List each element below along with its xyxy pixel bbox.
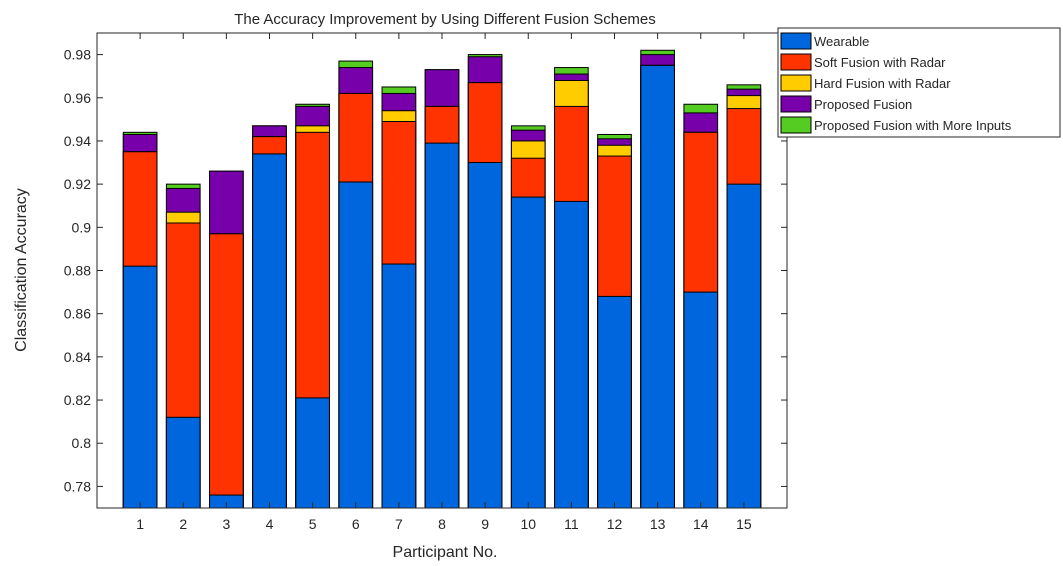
x-tick-label: 5 bbox=[309, 516, 317, 532]
bar-p4-s1 bbox=[252, 153, 287, 509]
x-tick-label: 4 bbox=[266, 516, 274, 532]
y-tick-label: 0.96 bbox=[64, 90, 91, 106]
x-tick-label: 1 bbox=[136, 516, 144, 532]
bar-p15-s1 bbox=[726, 183, 762, 509]
x-axis: 1 2 3 4 5 6 7 8 9 10 11 12 13 14 15 bbox=[136, 33, 752, 532]
legend-entry: Wearable bbox=[814, 34, 869, 49]
bar-p3-s2 bbox=[209, 233, 244, 509]
legend-entry: Proposed Fusion with More Inputs bbox=[814, 118, 1012, 133]
x-tick-label: 14 bbox=[693, 516, 709, 532]
legend-swatch bbox=[780, 53, 812, 71]
x-tick-label: 9 bbox=[481, 516, 489, 532]
bar-p13-s1 bbox=[640, 64, 675, 509]
bar-p12-s1 bbox=[597, 295, 632, 509]
bar-p14-s1 bbox=[683, 291, 719, 509]
bar-p5-s1 bbox=[295, 397, 330, 509]
bar-p11-s1 bbox=[554, 200, 589, 509]
bar-p7-s1 bbox=[381, 263, 417, 509]
bar-p1-s1 bbox=[122, 265, 158, 509]
legend-swatch bbox=[780, 32, 812, 50]
legend: Wearable Soft Fusion with Radar Hard Fusio… bbox=[777, 27, 1061, 138]
y-tick-label: 0.84 bbox=[64, 349, 91, 365]
y-tick-label: 0.78 bbox=[64, 478, 91, 494]
bar-p10-s1 bbox=[510, 196, 546, 509]
x-tick-label: 13 bbox=[650, 516, 666, 532]
chart-title: The Accuracy Improvement by Using Differ… bbox=[234, 11, 656, 28]
x-axis-label: Participant No. bbox=[393, 544, 498, 561]
legend-swatch bbox=[780, 116, 812, 134]
x-tick-label: 15 bbox=[736, 516, 752, 532]
legend-entry: Proposed Fusion bbox=[814, 97, 912, 112]
legend-swatch bbox=[780, 95, 812, 113]
y-tick-label: 0.9 bbox=[72, 219, 92, 235]
bar-p8-s1 bbox=[424, 142, 460, 509]
y-tick-label: 0.82 bbox=[64, 392, 91, 408]
bar-p2-s1 bbox=[165, 416, 201, 509]
y-tick-label: 0.98 bbox=[64, 47, 91, 63]
y-tick-label: 0.92 bbox=[64, 176, 91, 192]
y-tick-label: 0.86 bbox=[64, 306, 91, 322]
x-tick-label: 3 bbox=[222, 516, 230, 532]
x-tick-label: 7 bbox=[395, 516, 403, 532]
legend-swatch bbox=[780, 74, 812, 92]
y-tick-label: 0.94 bbox=[64, 133, 91, 149]
legend-entry: Soft Fusion with Radar bbox=[814, 55, 946, 70]
bar-p9-s1 bbox=[467, 162, 503, 509]
y-axis-label: Classification Accuracy bbox=[13, 188, 30, 352]
y-tick-label: 0.8 bbox=[72, 435, 92, 451]
x-tick-label: 10 bbox=[520, 516, 536, 532]
y-axis: 0.78 0.8 0.82 0.84 0.86 0.88 0.9 0.92 0.94 0.96 0.… bbox=[64, 47, 787, 494]
legend-entry: Hard Fusion with Radar bbox=[814, 76, 951, 91]
x-tick-label: 8 bbox=[438, 516, 446, 532]
bars-group bbox=[122, 49, 762, 509]
x-tick-label: 12 bbox=[607, 516, 623, 532]
x-tick-label: 6 bbox=[352, 516, 360, 532]
x-tick-label: 11 bbox=[564, 516, 579, 532]
y-tick-label: 0.88 bbox=[64, 263, 91, 279]
x-tick-label: 2 bbox=[179, 516, 187, 532]
bar-p6-s1 bbox=[338, 181, 374, 509]
legend-box bbox=[777, 27, 1061, 138]
